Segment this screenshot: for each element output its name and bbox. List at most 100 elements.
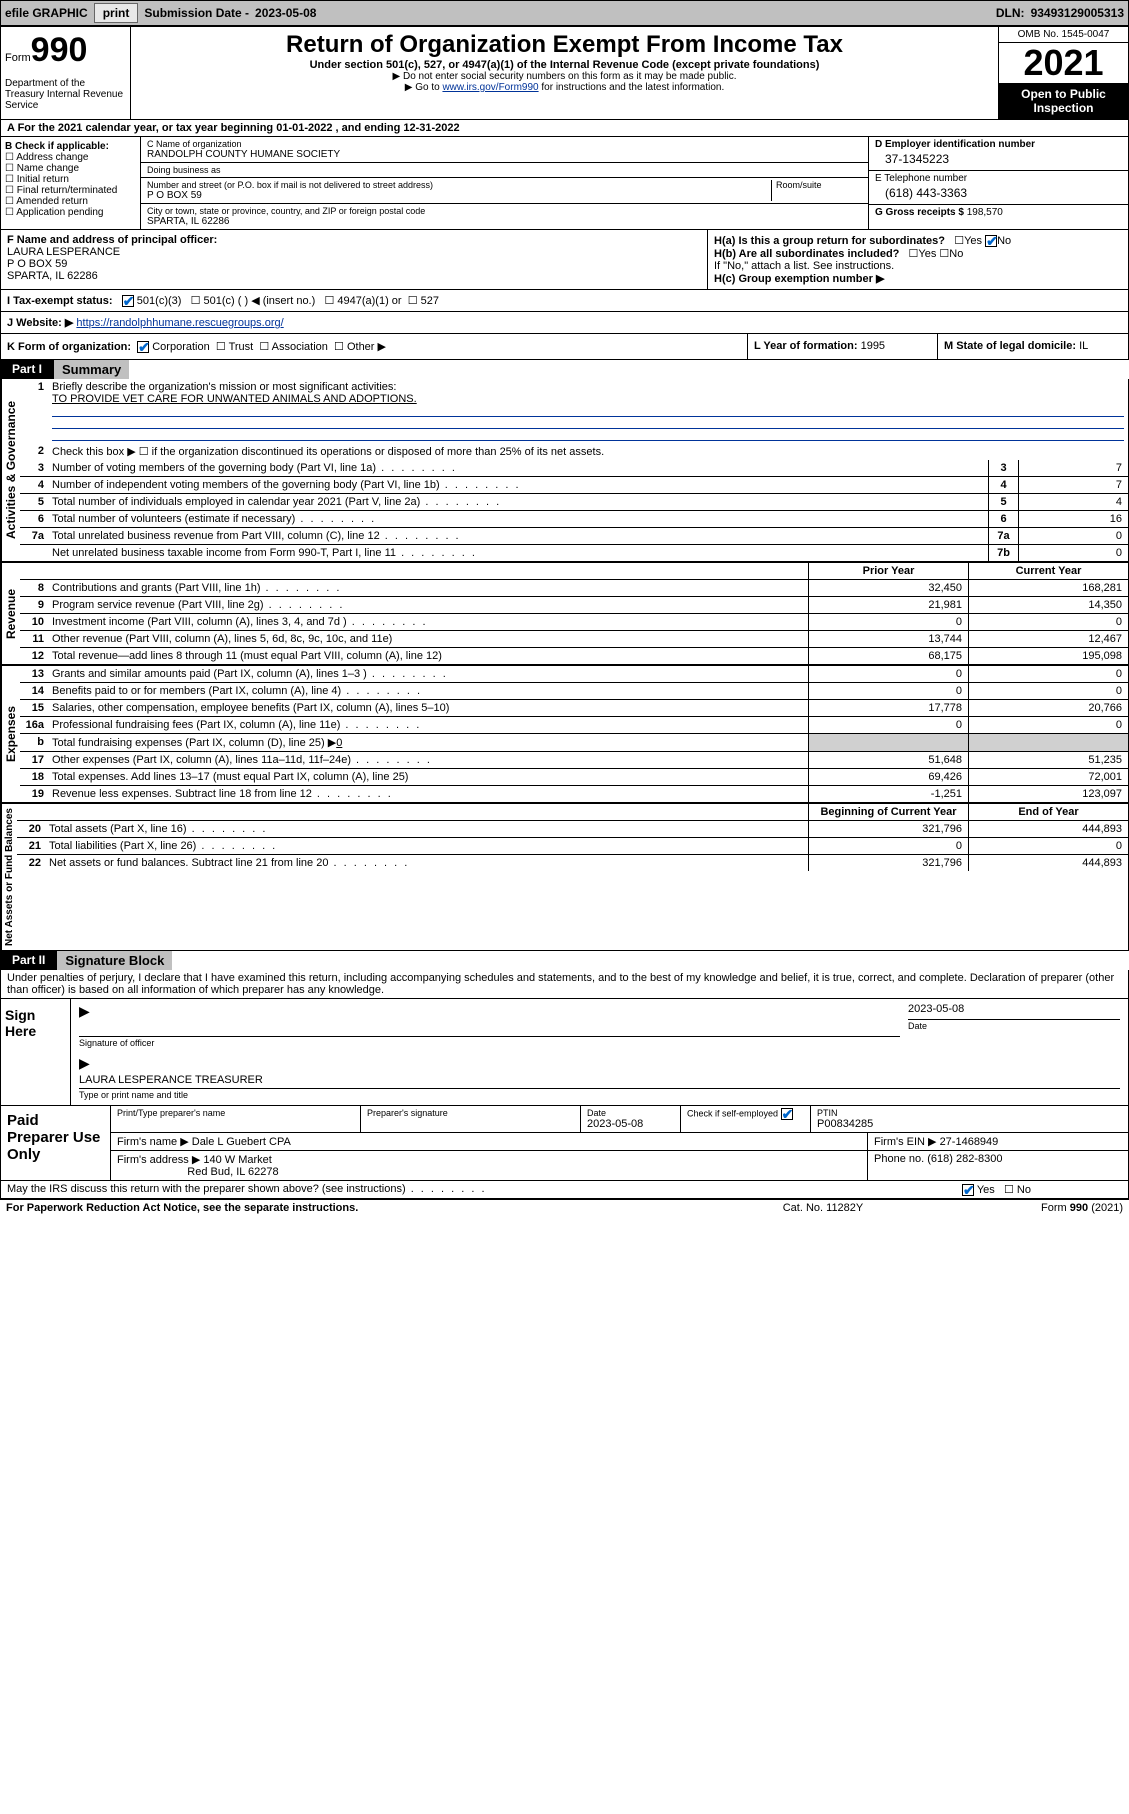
- i-label: I Tax-exempt status:: [7, 295, 113, 307]
- line-13: 13Grants and similar amounts paid (Part …: [20, 666, 1128, 682]
- col-b-header: B Check if applicable:: [5, 141, 136, 152]
- firm-addr1: 140 W Market: [203, 1154, 271, 1166]
- open-public: Open to Public Inspection: [999, 83, 1128, 119]
- m-value: IL: [1079, 340, 1088, 352]
- chk-initial-return[interactable]: ☐ Initial return: [5, 174, 136, 185]
- note-goto: ▶ Go to www.irs.gov/Form990 for instruct…: [135, 82, 994, 93]
- line-19: 19Revenue less expenses. Subtract line 1…: [20, 785, 1128, 802]
- hb-row: H(b) Are all subordinates included? ☐Yes…: [714, 247, 1122, 260]
- arrow-icon: ▶: [79, 1055, 90, 1071]
- f-addr1: P O BOX 59: [7, 258, 67, 270]
- prep-row-1: Print/Type preparer's name Preparer's si…: [111, 1106, 1128, 1133]
- line-1-desc: Briefly describe the organization's miss…: [48, 379, 1128, 443]
- ha-yes: Yes: [964, 235, 982, 247]
- ha-no-checkbox[interactable]: [985, 235, 997, 247]
- irs-link[interactable]: www.irs.gov/Form990: [442, 82, 538, 93]
- line-16b: bTotal fundraising expenses (Part IX, co…: [20, 733, 1128, 751]
- print-button[interactable]: print: [94, 3, 139, 23]
- city-value: SPARTA, IL 62286: [147, 216, 862, 227]
- chk-501c3[interactable]: [122, 295, 134, 307]
- row-a-tax-year: A For the 2021 calendar year, or tax yea…: [0, 120, 1129, 137]
- website-link[interactable]: https://randolphhumane.rescuegroups.org/: [76, 317, 283, 329]
- header-left: Form990 Department of the Treasury Inter…: [1, 27, 131, 119]
- submission-label: Submission Date -: [144, 6, 249, 20]
- firm-name: Dale L Guebert CPA: [192, 1136, 291, 1148]
- officer-sig-label: Signature of officer: [79, 1038, 154, 1048]
- sig-date-value: 2023-05-08: [908, 1003, 1120, 1015]
- ein-value: 37-1345223: [875, 150, 1122, 168]
- form-word: Form: [5, 52, 31, 64]
- may-irs-text: May the IRS discuss this return with the…: [7, 1183, 962, 1196]
- part1-header-row: Part I Summary: [0, 360, 1129, 379]
- chk-address-change[interactable]: ☐ Address change: [5, 152, 136, 163]
- chk-irs-yes[interactable]: [962, 1184, 974, 1196]
- part2-header-row: Part II Signature Block: [0, 951, 1129, 970]
- row-a-mid: , and ending: [332, 122, 403, 134]
- opt-corp: Corporation: [152, 341, 209, 353]
- self-employed-cell: Check if self-employed: [681, 1106, 811, 1132]
- addr-value: P O BOX 59: [147, 190, 767, 201]
- j-label: J Website: ▶: [7, 317, 73, 329]
- na-header: Beginning of Current YearEnd of Year: [17, 804, 1128, 820]
- hb-yes: Yes: [918, 248, 936, 260]
- rev-header: Prior YearCurrent Year: [20, 563, 1128, 579]
- prep-row-3: Firm's address ▶ 140 W Market Red Bud, I…: [111, 1151, 1128, 1180]
- part1-badge: Part I: [0, 360, 54, 379]
- chk-application-pending[interactable]: ☐ Application pending: [5, 207, 136, 218]
- efile-label: efile GRAPHIC: [5, 6, 88, 20]
- line-9: 9Program service revenue (Part VIII, lin…: [20, 596, 1128, 613]
- ein-box: D Employer identification number 37-1345…: [869, 137, 1128, 171]
- col-c: C Name of organization RANDOLPH COUNTY H…: [141, 137, 868, 229]
- note-ssn: ▶ Do not enter social security numbers o…: [135, 71, 994, 82]
- sign-here-row: Sign Here ▶ Signature of officer 2023-05…: [0, 999, 1129, 1106]
- gross-box: G Gross receipts $ 198,570: [869, 205, 1128, 220]
- hc-row: H(c) Group exemption number ▶: [714, 272, 1122, 285]
- line-17: 17Other expenses (Part IX, column (A), l…: [20, 751, 1128, 768]
- vlabel-revenue: Revenue: [1, 563, 20, 664]
- mission-text: TO PROVIDE VET CARE FOR UNWANTED ANIMALS…: [52, 393, 417, 405]
- chk-corporation[interactable]: [137, 341, 149, 353]
- omb-number: OMB No. 1545-0047: [999, 27, 1128, 43]
- col-f: F Name and address of principal officer:…: [1, 230, 708, 289]
- officer-name-value: LAURA LESPERANCE TREASURER: [79, 1072, 1120, 1089]
- section-bcd: B Check if applicable: ☐ Address change …: [0, 137, 1129, 230]
- line-4: 4Number of independent voting members of…: [20, 476, 1128, 493]
- addr-box: Number and street (or P.O. box if mail i…: [141, 178, 868, 204]
- may-irs-row: May the IRS discuss this return with the…: [0, 1181, 1129, 1199]
- vlabel-netassets: Net Assets or Fund Balances: [1, 804, 17, 950]
- firm-ein: 27-1468949: [940, 1136, 999, 1148]
- line-21: 21Total liabilities (Part X, line 26)00: [17, 837, 1128, 854]
- line-8: 8Contributions and grants (Part VIII, li…: [20, 579, 1128, 596]
- chk-final-return[interactable]: ☐ Final return/terminated: [5, 185, 136, 196]
- chk-name-change[interactable]: ☐ Name change: [5, 163, 136, 174]
- header-mid: Return of Organization Exempt From Incom…: [131, 27, 998, 119]
- declaration: Under penalties of perjury, I declare th…: [0, 970, 1129, 999]
- col-m: M State of legal domicile: IL: [938, 334, 1128, 359]
- line-5: 5Total number of individuals employed in…: [20, 493, 1128, 510]
- line-2: 2Check this box ▶ ☐ if the organization …: [20, 443, 1128, 460]
- row-i-content: I Tax-exempt status: 501(c)(3) ☐ 501(c) …: [1, 290, 1128, 311]
- f-name: LAURA LESPERANCE: [7, 246, 120, 258]
- form-header: Form990 Department of the Treasury Inter…: [0, 26, 1129, 120]
- col-l: L Year of formation: 1995: [748, 334, 938, 359]
- line-12: 12Total revenue—add lines 8 through 11 (…: [20, 647, 1128, 664]
- prep-row-2: Firm's name ▶ Dale L Guebert CPA Firm's …: [111, 1133, 1128, 1151]
- ha-label: H(a) Is this a group return for subordin…: [714, 235, 945, 247]
- line-3: 3Number of voting members of the governi…: [20, 460, 1128, 476]
- gross-value: 198,570: [967, 207, 1003, 218]
- date-line: [908, 1015, 1120, 1020]
- line-14: 14Benefits paid to or for members (Part …: [20, 682, 1128, 699]
- footer-right: Form 990 (2021): [923, 1202, 1123, 1214]
- col-b: B Check if applicable: ☐ Address change …: [1, 137, 141, 229]
- chk-amended-return[interactable]: ☐ Amended return: [5, 196, 136, 207]
- chk-self-employed[interactable]: [781, 1108, 793, 1120]
- form-number: Form990: [5, 31, 126, 70]
- line-7b: Net unrelated business taxable income fr…: [20, 544, 1128, 561]
- firm-addr2: Red Bud, IL 62278: [187, 1166, 278, 1178]
- open-public-2: Inspection: [1001, 101, 1126, 115]
- footer-left: For Paperwork Reduction Act Notice, see …: [6, 1202, 723, 1214]
- city-box: City or town, state or province, country…: [141, 204, 868, 229]
- line-16a: 16aProfessional fundraising fees (Part I…: [20, 716, 1128, 733]
- m-label: M State of legal domicile:: [944, 340, 1076, 352]
- vlabel-expenses: Expenses: [1, 666, 20, 802]
